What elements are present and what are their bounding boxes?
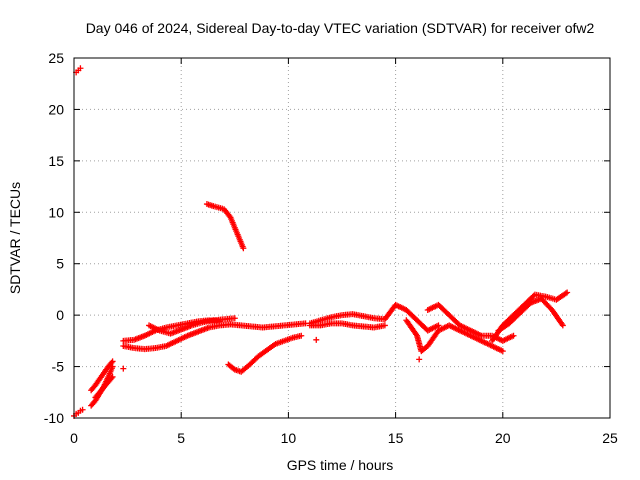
data-point (559, 322, 566, 329)
x-tick-label: 25 (602, 430, 618, 446)
y-tick-label: -5 (52, 359, 65, 375)
series-arc-early-low (71, 406, 86, 419)
chart-title: Day 046 of 2024, Sidereal Day-to-day VTE… (86, 20, 595, 36)
data-point (510, 332, 517, 339)
data-point (562, 290, 569, 297)
data-point (77, 65, 84, 72)
data-point (108, 359, 115, 366)
data-point (499, 348, 506, 355)
axis-ticks (73, 57, 611, 419)
y-tick-label: 0 (56, 307, 64, 323)
series-arc-dip (225, 332, 305, 375)
x-tick-label: 5 (177, 430, 185, 446)
y-tick-label: 20 (48, 101, 64, 117)
series-arc-early-high (73, 65, 84, 76)
series-arc-late-1 (403, 317, 506, 355)
series-arc-mid-2 (306, 320, 388, 331)
data-point (416, 356, 423, 363)
y-tick-label: 25 (48, 50, 64, 66)
data-point (313, 336, 320, 343)
data-marks (71, 65, 571, 419)
data-point (120, 365, 127, 372)
x-tick-label: 10 (281, 430, 297, 446)
y-tick-label: -10 (44, 410, 64, 426)
series-arc-mid (306, 301, 442, 334)
series-arc-main-1 (120, 320, 309, 353)
y-tick-labels: -10 -5 0 5 10 15 20 25 (44, 50, 64, 426)
y-tick-label: 15 (48, 153, 64, 169)
y-tick-label: 10 (48, 204, 64, 220)
data-point (381, 322, 388, 329)
series-arc-late-4 (495, 295, 566, 334)
data-point (435, 322, 442, 329)
data-point (240, 245, 247, 252)
data-point (231, 315, 238, 322)
data-point (298, 332, 305, 339)
x-tick-labels: 0 5 10 15 20 25 (70, 430, 618, 446)
series-arc-rise-2 (88, 358, 116, 394)
y-tick-label: 5 (56, 256, 64, 272)
data-point (109, 373, 116, 380)
data-point (108, 375, 115, 382)
series-arc-rise-3 (92, 373, 116, 401)
series-arc-main-3 (146, 315, 238, 337)
data-point (79, 406, 86, 413)
y-axis-title: SDTVAR / TECUs (7, 182, 23, 294)
series-arc-late-2 (424, 301, 517, 344)
series-outliers (120, 336, 423, 372)
x-tick-label: 20 (495, 430, 511, 446)
x-axis-title: GPS time / hours (287, 457, 394, 473)
plot-frame (73, 57, 611, 419)
data-point (109, 358, 116, 365)
x-tick-label: 0 (70, 430, 78, 446)
data-point (564, 289, 571, 296)
x-tick-label: 15 (388, 430, 404, 446)
grid (74, 58, 610, 418)
series-arc-high (203, 201, 247, 252)
